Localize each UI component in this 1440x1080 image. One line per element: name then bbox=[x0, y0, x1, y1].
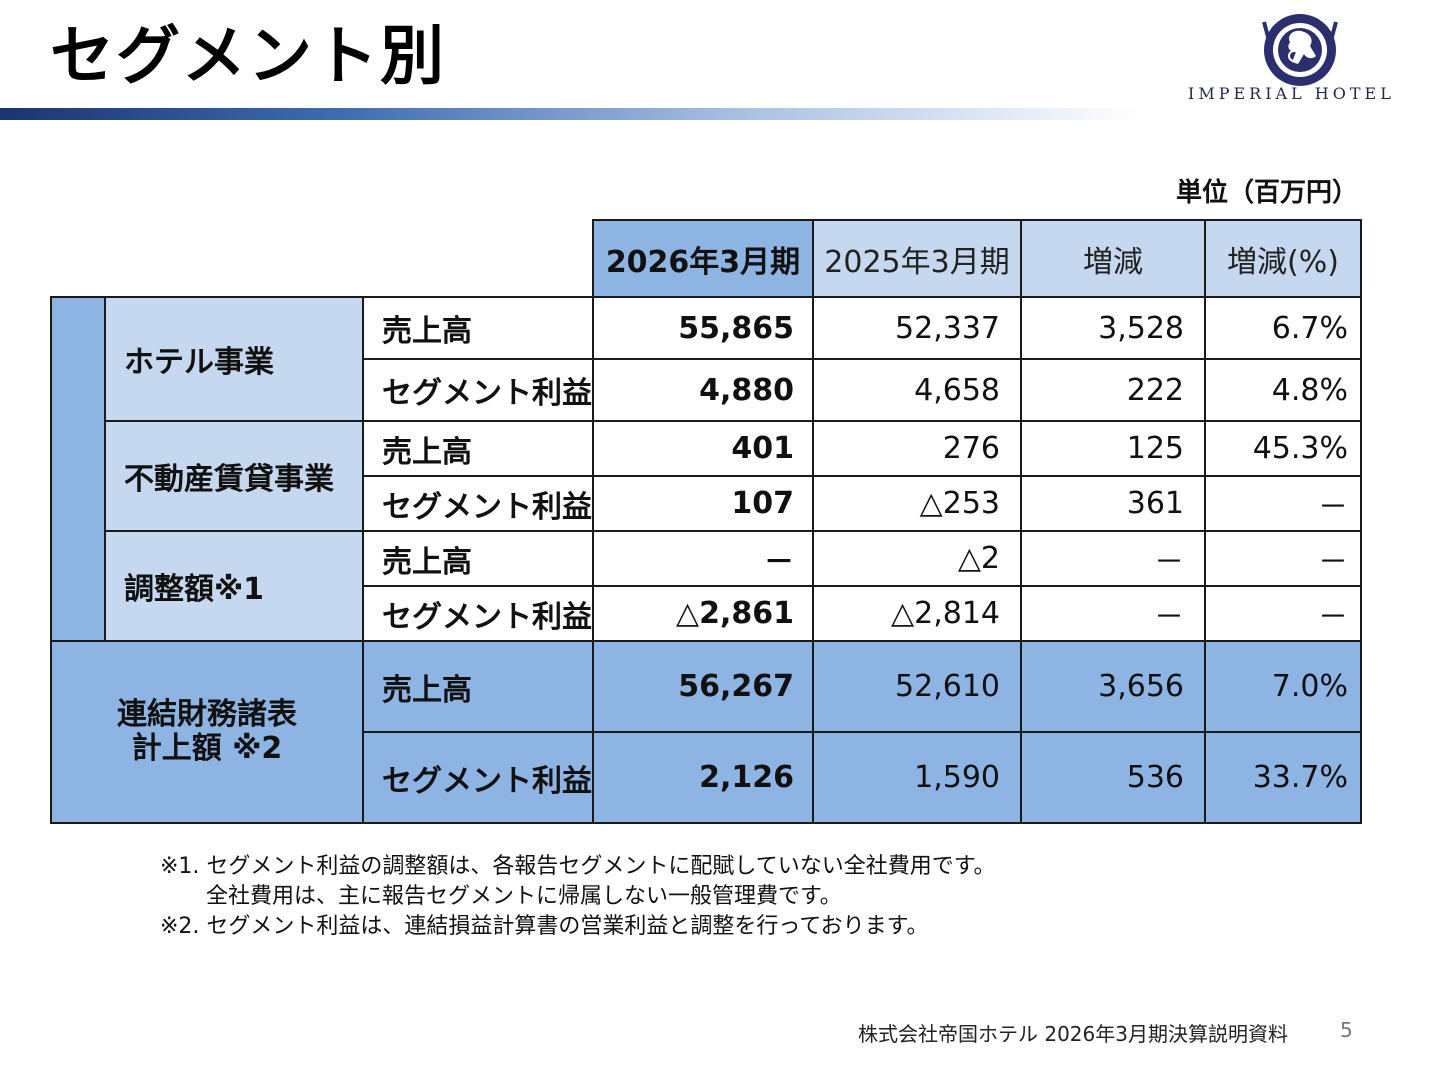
value-prior: 52,610 bbox=[812, 640, 1022, 733]
footnote-2: ※2. セグメント利益は、連結損益計算書の営業利益と調整を行っております。 bbox=[160, 914, 929, 939]
segment-name-real-estate: 不動産賃貸事業 bbox=[104, 420, 364, 532]
table-row: セグメント利益 4,880 4,658 222 4.8% bbox=[51, 358, 1362, 422]
metric-label: 売上高 bbox=[362, 640, 594, 733]
table-row: セグメント利益 107 △253 361 － bbox=[51, 475, 1362, 532]
metric-label: セグメント利益 bbox=[362, 475, 594, 532]
segment-name-hotel: ホテル事業 bbox=[104, 296, 364, 422]
value-current: － bbox=[592, 530, 814, 587]
metric-label: セグメント利益 bbox=[362, 585, 594, 642]
value-prior: △2 bbox=[812, 530, 1022, 587]
value-current: 56,267 bbox=[592, 640, 814, 733]
value-change-pct: 33.7% bbox=[1204, 731, 1362, 824]
value-change: 3,656 bbox=[1020, 640, 1206, 733]
total-label-line2: 計上額 ※2 bbox=[131, 731, 283, 766]
value-current: 55,865 bbox=[592, 296, 814, 360]
value-change-pct: 7.0% bbox=[1204, 640, 1362, 733]
metric-label: セグメント利益 bbox=[362, 731, 594, 824]
metric-label: セグメント利益 bbox=[362, 358, 594, 422]
header-change: 増減 bbox=[1020, 219, 1206, 298]
footer-document-title: 株式会社帝国ホテル 2026年3月期決算説明資料 bbox=[858, 1022, 1288, 1046]
table-row: ホテル事業 売上高 55,865 52,337 3,528 6.7% bbox=[50, 296, 1362, 642]
table-row: 不動産賃貸事業 売上高 401 276 125 45.3% bbox=[51, 420, 1362, 532]
value-prior: 52,337 bbox=[812, 296, 1022, 360]
page-title: セグメント別 bbox=[50, 20, 446, 94]
value-change: 361 bbox=[1020, 475, 1206, 532]
value-change: － bbox=[1020, 585, 1206, 642]
header-change-pct: 増減(%) bbox=[1204, 219, 1362, 298]
table-header-row: 2026年3月期 2025年3月期 増減 増減(%) bbox=[51, 219, 1362, 298]
value-current: 401 bbox=[592, 420, 814, 477]
value-change-pct: － bbox=[1204, 475, 1362, 532]
value-change-pct: － bbox=[1204, 530, 1362, 587]
logo-brand-text: IMPERIAL HOTEL bbox=[1188, 84, 1395, 103]
value-prior: 4,658 bbox=[812, 358, 1022, 422]
header-prior-fy: 2025年3月期 bbox=[812, 219, 1022, 298]
footnotes: ※1. セグメント利益の調整額は、各報告セグメントに配賦していない全社費用です。… bbox=[160, 852, 996, 942]
value-change-pct: 45.3% bbox=[1204, 420, 1362, 477]
value-change: － bbox=[1020, 530, 1206, 587]
value-prior: 276 bbox=[812, 420, 1022, 477]
footnote-1-continued: 全社費用は、主に報告セグメントに帰属しない一般管理費です。 bbox=[206, 884, 842, 909]
value-change: 3,528 bbox=[1020, 296, 1206, 360]
segment-side-band bbox=[50, 296, 106, 642]
table-row: セグメント利益 △2,861 △2,814 － － bbox=[51, 585, 1362, 642]
header-current-fy: 2026年3月期 bbox=[592, 219, 814, 298]
value-change: 125 bbox=[1020, 420, 1206, 477]
value-current: 4,880 bbox=[592, 358, 814, 422]
value-change: 222 bbox=[1020, 358, 1206, 422]
footnote-1: ※1. セグメント利益の調整額は、各報告セグメントに配賦していない全社費用です。 bbox=[160, 854, 996, 879]
metric-label: 売上高 bbox=[362, 530, 594, 587]
total-label: 連結財務諸表 計上額 ※2 bbox=[50, 640, 364, 824]
total-label-line1: 連結財務諸表 bbox=[117, 697, 297, 732]
title-underline-bar bbox=[0, 108, 1140, 120]
value-prior: △2,814 bbox=[812, 585, 1022, 642]
table-row-total: 連結財務諸表 計上額 ※2 売上高 56,267 52,610 3,656 7.… bbox=[50, 640, 1362, 824]
metric-label: 売上高 bbox=[362, 420, 594, 477]
value-current: △2,861 bbox=[592, 585, 814, 642]
unit-label: 単位（百万円） bbox=[1175, 178, 1358, 208]
page-number: 5 bbox=[1340, 1018, 1353, 1042]
table-row: 調整額※1 売上高 － △2 － － bbox=[51, 530, 1362, 642]
lion-crest-icon bbox=[1262, 14, 1338, 86]
value-current: 107 bbox=[592, 475, 814, 532]
metric-label: 売上高 bbox=[362, 296, 594, 360]
value-change-pct: － bbox=[1204, 585, 1362, 642]
value-current: 2,126 bbox=[592, 731, 814, 824]
segment-name-adjustment: 調整額※1 bbox=[104, 530, 364, 642]
segment-table: 2026年3月期 2025年3月期 増減 増減(%) ホテル事業 売上高 55,… bbox=[50, 219, 1362, 824]
value-change-pct: 6.7% bbox=[1204, 296, 1362, 360]
value-change: 536 bbox=[1020, 731, 1206, 824]
value-prior: 1,590 bbox=[812, 731, 1022, 824]
value-prior: △253 bbox=[812, 475, 1022, 532]
value-change-pct: 4.8% bbox=[1204, 358, 1362, 422]
table-row-total: セグメント利益 2,126 1,590 536 33.7% bbox=[51, 731, 1362, 824]
